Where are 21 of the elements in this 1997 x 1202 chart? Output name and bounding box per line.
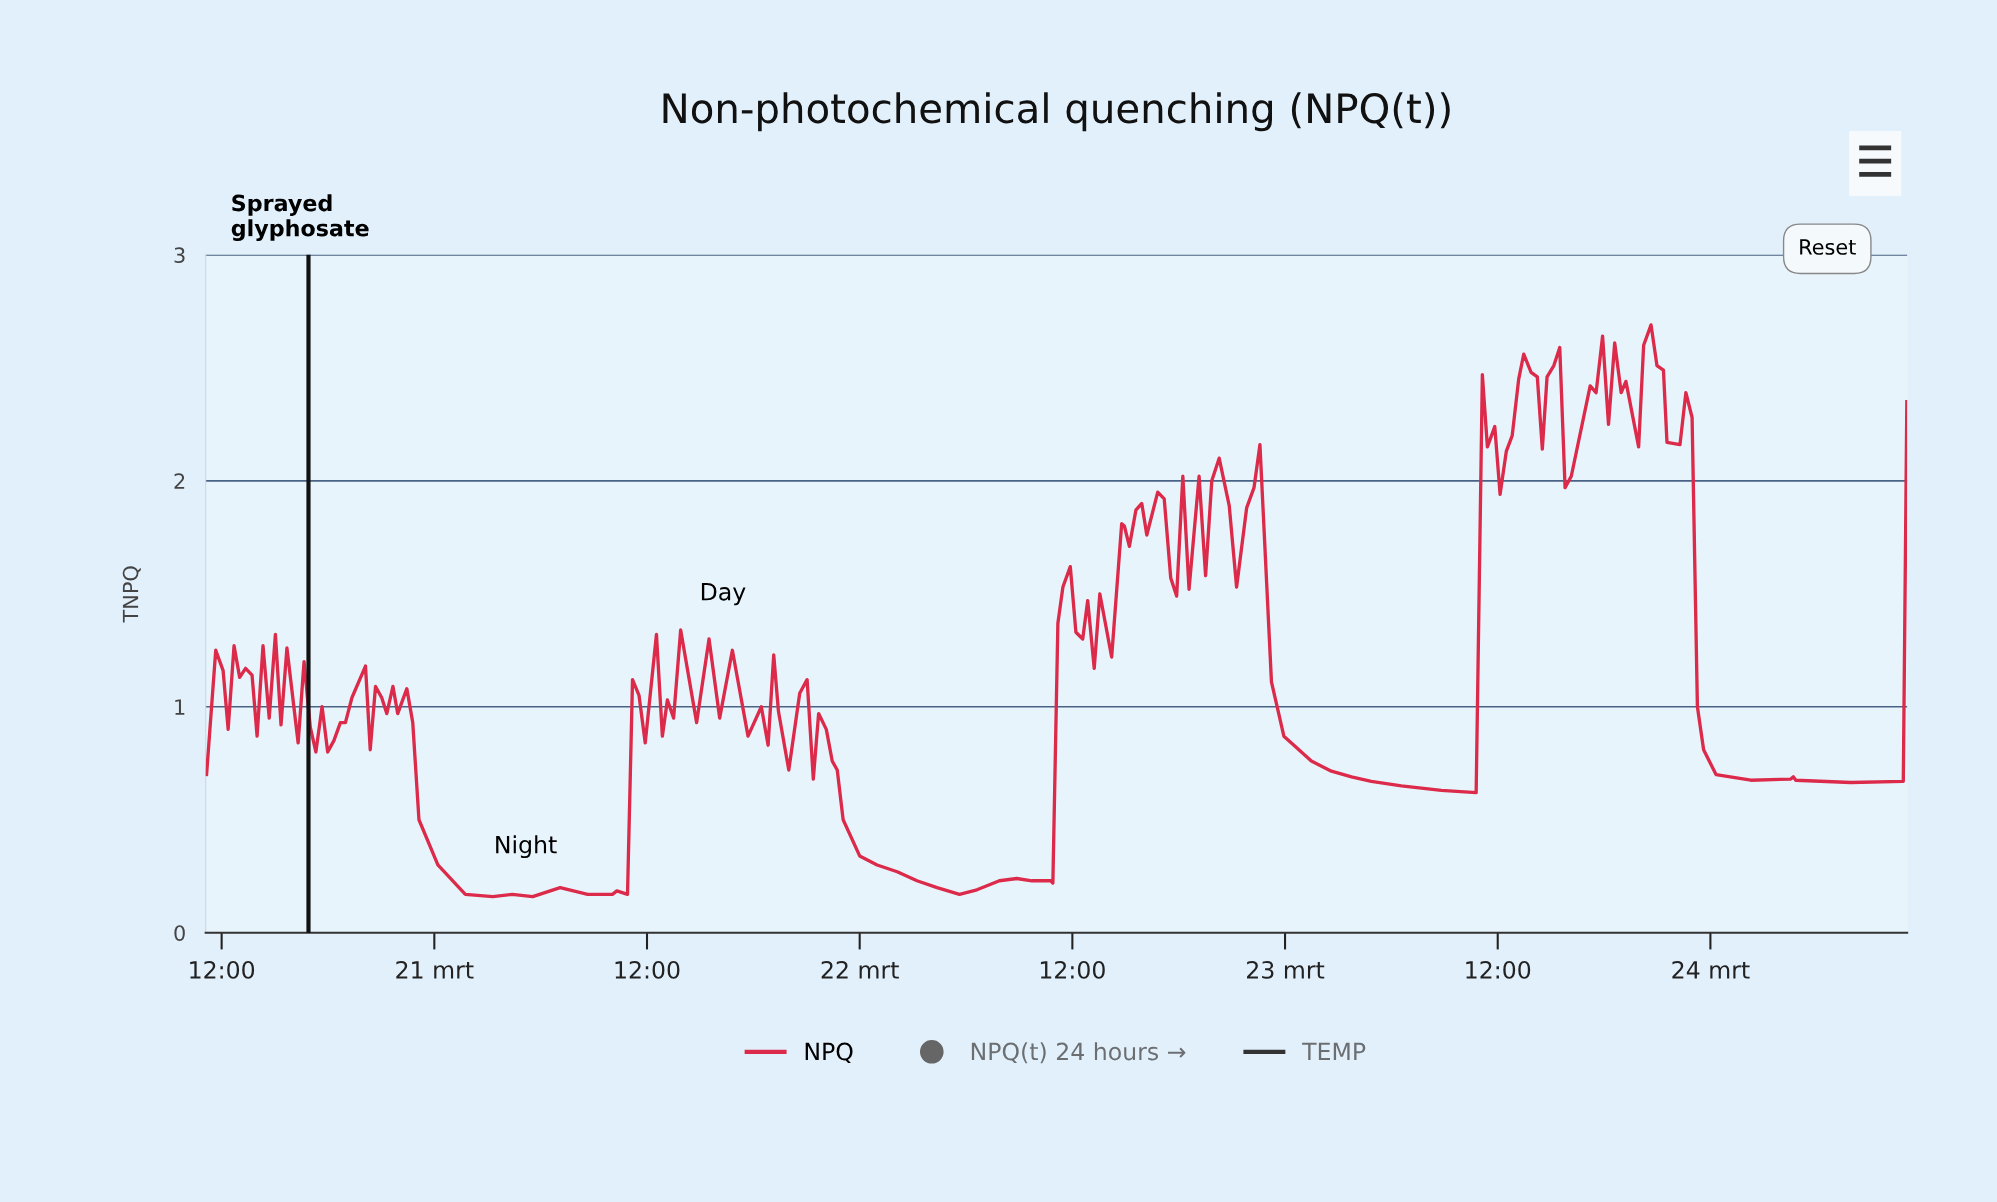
y-tick-label: 3 bbox=[174, 247, 185, 264]
legend-label: TEMP bbox=[1302, 1042, 1366, 1061]
y-axis-title: TNPQ bbox=[122, 566, 141, 623]
x-tick-label: 12:00 bbox=[1466, 960, 1531, 979]
x-tick-label: 12:00 bbox=[1040, 960, 1105, 979]
x-tick-label: 21 mrt bbox=[396, 960, 474, 979]
y-tick-label: 1 bbox=[175, 699, 185, 715]
legend-label: NPQ(t) 24 hours → bbox=[971, 1042, 1186, 1064]
y-tick-label: 0 bbox=[174, 925, 185, 941]
x-tick-label: 22 mrt bbox=[821, 960, 899, 979]
x-tick-label: 12:00 bbox=[190, 960, 255, 979]
annotation: Reset bbox=[1800, 239, 1856, 255]
annotation: Day bbox=[701, 583, 746, 606]
x-tick-label: 12:00 bbox=[615, 960, 680, 979]
ref-line-label: Sprayed glyphosate bbox=[231, 194, 369, 241]
legend-label: NPQ bbox=[805, 1042, 853, 1064]
x-tick-label: 23 mrt bbox=[1247, 960, 1325, 979]
chart-title: Non-photochemical quenching (NPQ(t)) bbox=[663, 92, 1450, 132]
y-tick-label: 2 bbox=[174, 473, 185, 489]
x-tick-label: 24 mrt bbox=[1672, 960, 1750, 979]
annotation: Night bbox=[496, 835, 557, 859]
